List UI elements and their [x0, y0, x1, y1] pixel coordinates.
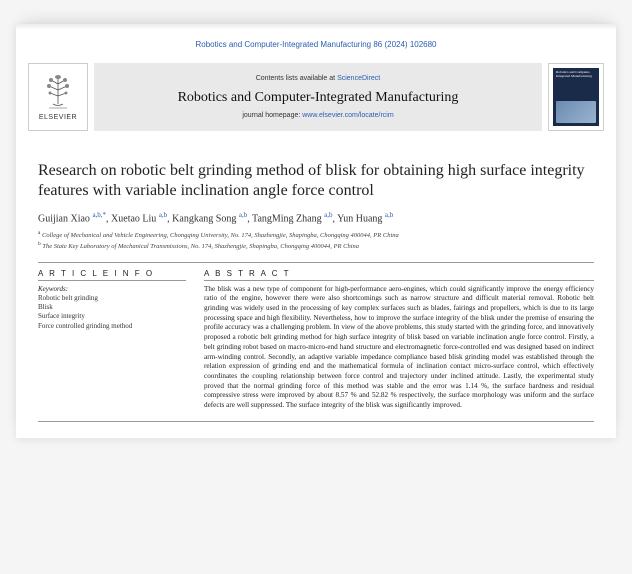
author-name: Xuetao Liu — [111, 213, 156, 224]
author-marks: a,b,* — [92, 211, 106, 219]
affiliation: b The State Key Laboratory of Mechanical… — [38, 241, 594, 252]
cover-title: Robotics and Computer-Integrated Manufac… — [556, 71, 596, 79]
author-marks: a,b — [385, 211, 393, 219]
keyword: Force controlled grinding method — [38, 322, 186, 331]
affil-mark: a — [38, 230, 40, 236]
article-info-column: A R T I C L E I N F O Keywords: Robotic … — [38, 269, 186, 411]
publisher-logo: ELSEVIER — [28, 63, 88, 131]
cover-image-placeholder — [556, 101, 596, 123]
author-name: Yun Huang — [337, 213, 382, 224]
citation-line: Robotics and Computer-Integrated Manufac… — [16, 30, 616, 63]
divider — [38, 280, 186, 281]
header-center: Contents lists available at ScienceDirec… — [94, 63, 542, 131]
author-name: Kangkang Song — [172, 213, 236, 224]
journal-name: Robotics and Computer-Integrated Manufac… — [178, 90, 459, 106]
divider — [38, 421, 594, 422]
journal-cover-box: Robotics and Computer-Integrated Manufac… — [548, 63, 604, 131]
article-info-heading: A R T I C L E I N F O — [38, 269, 186, 278]
abstract-text: The blisk was a new type of component fo… — [204, 285, 594, 411]
keywords-label: Keywords: — [38, 285, 186, 293]
publisher-name: ELSEVIER — [39, 114, 77, 121]
author-name: TangMing Zhang — [252, 213, 322, 224]
homepage-link[interactable]: www.elsevier.com/locate/rcim — [302, 112, 393, 119]
author-list: Guijian Xiao a,b,*, Xuetao Liu a,b, Kang… — [38, 211, 594, 224]
keyword: Surface integrity — [38, 312, 186, 321]
homepage-prefix: journal homepage: — [242, 112, 302, 119]
abstract-column: A B S T R A C T The blisk was a new type… — [204, 269, 594, 411]
two-column-region: A R T I C L E I N F O Keywords: Robotic … — [38, 269, 594, 411]
affil-mark: b — [38, 241, 41, 247]
author-name: Guijian Xiao — [38, 213, 90, 224]
article-title: Research on robotic belt grinding method… — [38, 161, 594, 201]
divider — [204, 280, 594, 281]
contents-prefix: Contents lists available at — [256, 75, 337, 82]
journal-header: ELSEVIER Contents lists available at Sci… — [16, 63, 616, 131]
abstract-heading: A B S T R A C T — [204, 269, 594, 278]
keyword: Robotic belt grinding — [38, 294, 186, 303]
journal-cover: Robotics and Computer-Integrated Manufac… — [553, 68, 599, 126]
sciencedirect-link[interactable]: ScienceDirect — [337, 75, 380, 82]
article-body: Research on robotic belt grinding method… — [16, 149, 616, 438]
divider — [38, 262, 594, 263]
author-marks: a,b — [324, 211, 332, 219]
paper-page: Robotics and Computer-Integrated Manufac… — [16, 24, 616, 438]
affiliation: a College of Mechanical and Vehicle Engi… — [38, 230, 594, 241]
keyword: Blisk — [38, 303, 186, 312]
affil-text: The State Key Laboratory of Mechanical T… — [42, 243, 359, 250]
contents-available-line: Contents lists available at ScienceDirec… — [256, 75, 381, 82]
author-marks: a,b — [239, 211, 247, 219]
author-marks: a,b — [159, 211, 167, 219]
affil-text: College of Mechanical and Vehicle Engine… — [42, 232, 399, 239]
homepage-line: journal homepage: www.elsevier.com/locat… — [242, 112, 393, 119]
elsevier-tree-icon — [43, 74, 73, 112]
